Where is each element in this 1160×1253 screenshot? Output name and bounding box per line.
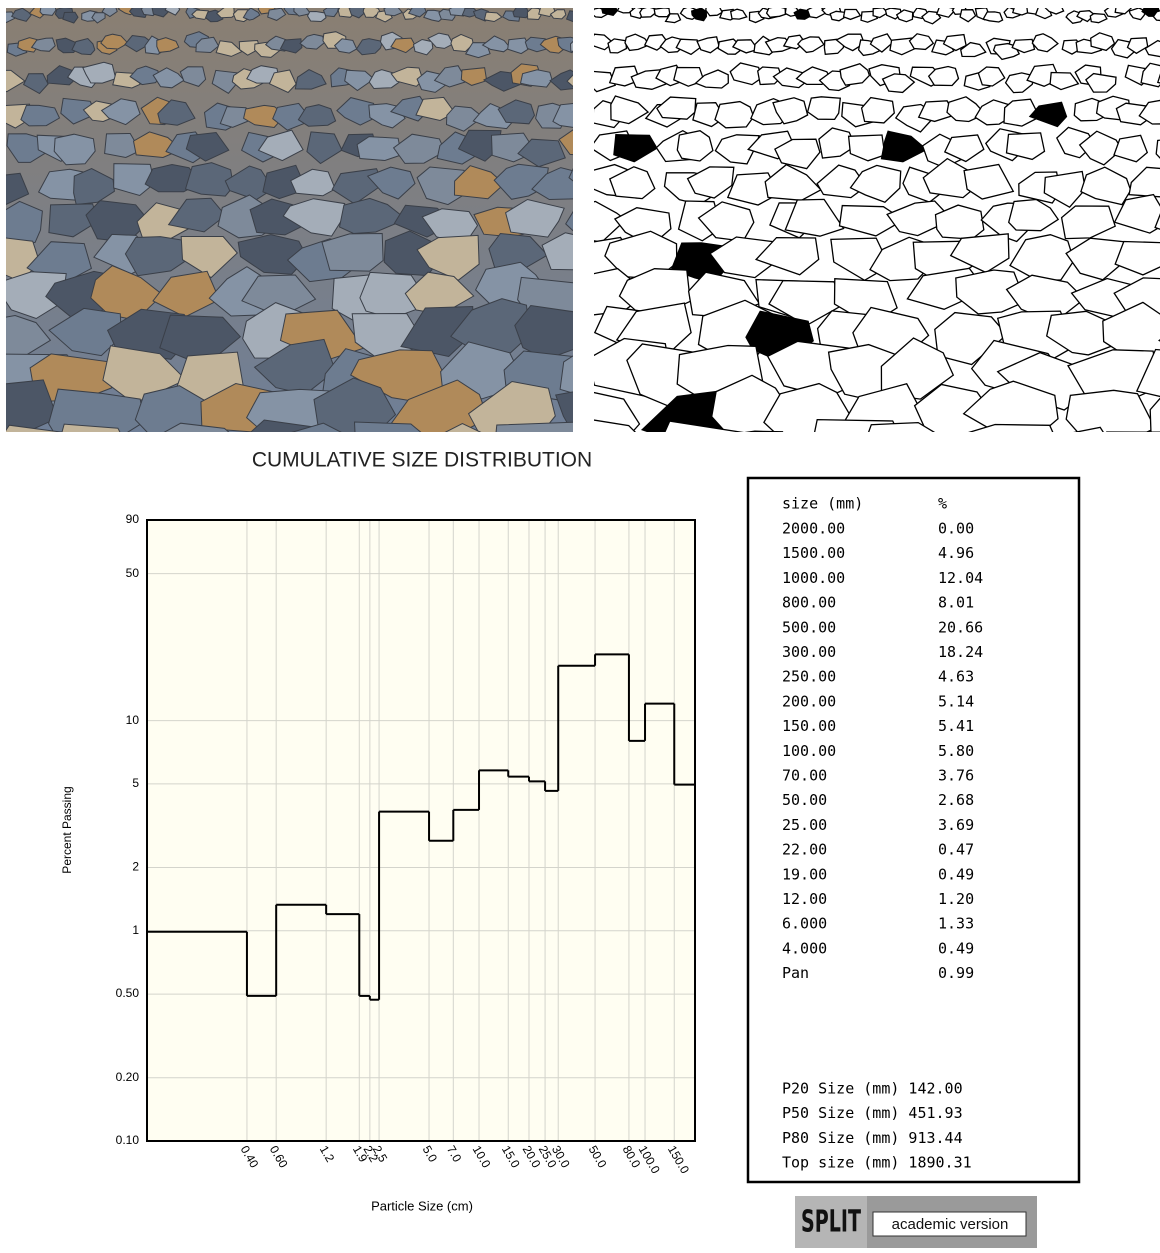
segment-outline [602, 4, 617, 15]
table-cell: Pan [782, 964, 809, 982]
summary-line: Top size (mm) 1890.31 [782, 1154, 972, 1172]
photo-rock [308, 12, 327, 22]
photo-rock [513, 6, 529, 18]
table-cell: 1000.00 [782, 569, 845, 587]
table-cell: 1.20 [938, 890, 974, 908]
table-cell: 200.00 [782, 692, 836, 710]
x-tick-label: 7.0 [444, 1143, 465, 1165]
x-tick-label: 0.40 [238, 1143, 262, 1171]
photo-rock [0, 469, 66, 525]
segmented-image [554, 3, 1160, 535]
table-cell: 0.00 [938, 520, 974, 538]
y-tick-label: 2 [132, 860, 139, 874]
x-tick-label: 50.0 [586, 1143, 610, 1171]
table-cell: 2.68 [938, 791, 974, 809]
segment-outline [654, 8, 670, 17]
segment-outline [1102, 432, 1160, 482]
photo-rock [571, 36, 592, 52]
y-axis-label: Percent Passing [60, 786, 74, 873]
x-axis-label: Particle Size (cm) [371, 1198, 473, 1213]
segment-outline [706, 4, 723, 16]
chart-title: CUMULATIVE SIZE DISTRIBUTION [252, 449, 592, 472]
table-cell: 70.00 [782, 767, 827, 785]
segment-outline [1128, 463, 1160, 525]
table-cell: 1.33 [938, 915, 974, 933]
x-tick-label: 1.2 [317, 1143, 338, 1165]
table-cell: 5.14 [938, 692, 974, 710]
y-tick-label: 5 [132, 776, 139, 790]
logo-edition: academic version [892, 1216, 1009, 1233]
table-cell: 4.96 [938, 544, 974, 562]
logo: SPLIT academic version [795, 1196, 1037, 1248]
photo-rock [49, 389, 145, 449]
table-cell: 3.76 [938, 767, 974, 785]
summary-line: P50 Size (mm) 451.93 [782, 1104, 963, 1122]
segment-outline [715, 102, 754, 128]
logo-brand: SPLIT [801, 1205, 861, 1240]
x-tick-label: 15.0 [499, 1143, 523, 1171]
table-cell: 18.24 [938, 643, 983, 661]
table-cell: 250.00 [782, 668, 836, 686]
table-cell: 20.66 [938, 618, 983, 636]
table-cell: 5.41 [938, 717, 974, 735]
photo-rock [567, 466, 669, 526]
summary-line: P80 Size (mm) 913.44 [782, 1129, 963, 1147]
photo-rock [148, 423, 254, 489]
y-tick-label: 1 [132, 923, 139, 937]
x-tick-label: 5.0 [420, 1143, 441, 1165]
table-cell: 19.00 [782, 865, 827, 883]
segment-outline [655, 421, 746, 491]
table-cell: 0.49 [938, 865, 974, 883]
segment-outline [645, 460, 740, 523]
table-cell: 8.01 [938, 594, 974, 612]
table-cell: 50.00 [782, 791, 827, 809]
table-cell: 150.00 [782, 717, 836, 735]
x-tick-label: 150.0 [665, 1143, 692, 1176]
segment-outline [808, 97, 841, 120]
plot-area [147, 520, 695, 1141]
table-cell: 12.04 [938, 569, 983, 587]
table-cell: 500.00 [782, 618, 836, 636]
table-cell: 12.00 [782, 890, 827, 908]
table-cell: 4.000 [782, 939, 827, 957]
table-cell: 5.80 [938, 742, 974, 760]
photo-rock [322, 234, 383, 272]
segment-outline [950, 425, 1065, 481]
photo-rock [0, 425, 92, 486]
y-tick-label: 0.10 [116, 1133, 140, 1147]
table-header: size (mm) [782, 495, 863, 513]
table-cell: 3.69 [938, 816, 974, 834]
table-cell: 300.00 [782, 643, 836, 661]
photo-rock [40, 5, 56, 16]
table-cell: 4.63 [938, 668, 974, 686]
table-cell: 2000.00 [782, 520, 845, 538]
table-header: % [938, 495, 947, 513]
table-cell: 100.00 [782, 742, 836, 760]
table-cell: 800.00 [782, 594, 836, 612]
y-tick-label: 50 [126, 566, 140, 580]
table-cell: 0.99 [938, 964, 974, 982]
table-cell: 0.49 [938, 939, 974, 957]
table-cell: 1500.00 [782, 544, 845, 562]
y-tick-label: 10 [126, 713, 140, 727]
table-cell: 25.00 [782, 816, 827, 834]
x-tick-label: 0.60 [267, 1143, 291, 1171]
y-tick-label: 90 [126, 512, 140, 526]
summary-line: P20 Size (mm) 142.00 [782, 1080, 963, 1098]
y-tick-label: 0.20 [116, 1070, 140, 1084]
segment-outline [983, 12, 1002, 22]
y-tick-label: 0.50 [116, 986, 140, 1000]
table-cell: 0.47 [938, 841, 974, 859]
photo-rock [51, 424, 138, 484]
table-cell: 22.00 [782, 841, 827, 859]
x-tick-label: 10.0 [470, 1143, 494, 1171]
photo-rock [186, 163, 234, 197]
segment-outline [767, 6, 786, 17]
page: CUMULATIVE SIZE DISTRIBUTION 0.10 0.20 0.5… [0, 0, 1160, 1248]
table-cell: 6.000 [782, 915, 827, 933]
